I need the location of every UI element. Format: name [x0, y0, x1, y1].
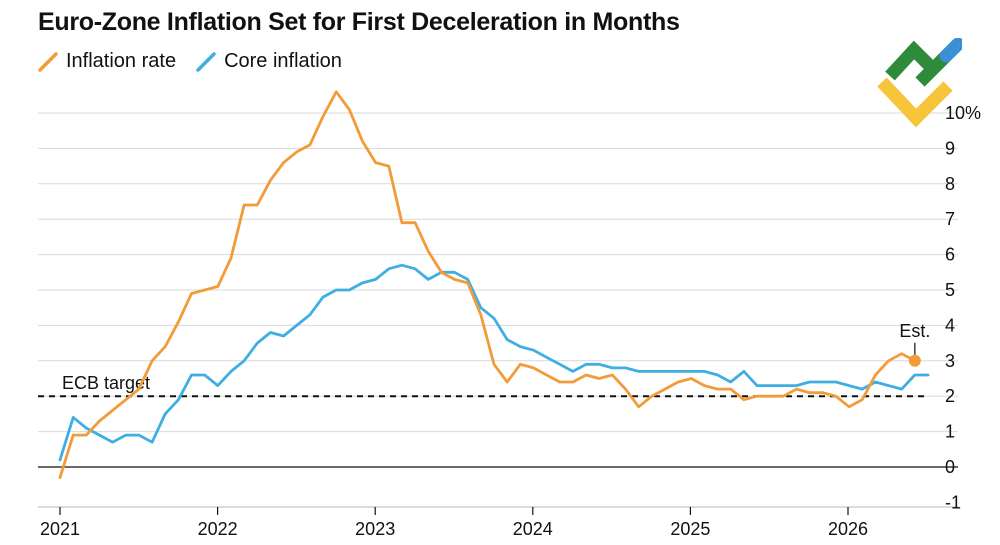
series-line-inflation-rate — [58, 90, 917, 480]
y-tick-label-3: 3 — [945, 351, 955, 371]
legend-swatch-core-inflation — [196, 51, 216, 72]
brand-logo-icon — [877, 38, 962, 128]
estimate-label: Est. — [899, 321, 930, 341]
x-tick-label-2023: 2023 — [355, 519, 395, 539]
y-tick-label-5: 5 — [945, 280, 955, 300]
series-lines — [58, 90, 930, 480]
series-line-core-inflation — [58, 263, 930, 462]
y-tick-label-2: 2 — [945, 386, 955, 406]
y-tick-label--1: -1 — [945, 492, 961, 512]
y-tick-label-6: 6 — [945, 245, 955, 265]
y-tick-label-4: 4 — [945, 315, 955, 335]
x-tick-label-2026: 2026 — [828, 519, 868, 539]
x-tick-label-2025: 2025 — [670, 519, 710, 539]
y-tick-label-1: 1 — [945, 422, 955, 442]
y-tick-label-8: 8 — [945, 174, 955, 194]
legend-label-inflation-rate: Inflation rate — [66, 50, 177, 72]
annotations: Est. — [899, 321, 930, 367]
y-tick-label-7: 7 — [945, 209, 955, 229]
ecb-target-label: ECB target — [62, 373, 150, 393]
y-axis-ticks: 10% 9 8 7 6 5 4 3 2 1 0 -1 — [945, 103, 981, 512]
x-axis-ticks: 2021 2022 2023 2024 2025 2026 — [40, 507, 868, 539]
x-tick-label-2021: 2021 — [40, 519, 80, 539]
y-tick-label-10: 10% — [945, 103, 981, 123]
legend: Inflation rate Core inflation — [38, 50, 342, 73]
grid-lines — [38, 112, 958, 508]
legend-item-core-inflation: Core inflation — [196, 50, 342, 73]
y-tick-label-9: 9 — [945, 138, 955, 158]
estimate-point — [908, 354, 921, 367]
legend-item-inflation-rate: Inflation rate — [38, 50, 176, 73]
legend-label-core-inflation: Core inflation — [224, 50, 342, 72]
x-tick-label-2022: 2022 — [198, 519, 238, 539]
y-tick-label-0: 0 — [945, 457, 955, 477]
legend-swatch-inflation-rate — [38, 51, 58, 72]
chart-title: Euro-Zone Inflation Set for First Decele… — [38, 8, 680, 36]
x-tick-label-2024: 2024 — [513, 519, 553, 539]
